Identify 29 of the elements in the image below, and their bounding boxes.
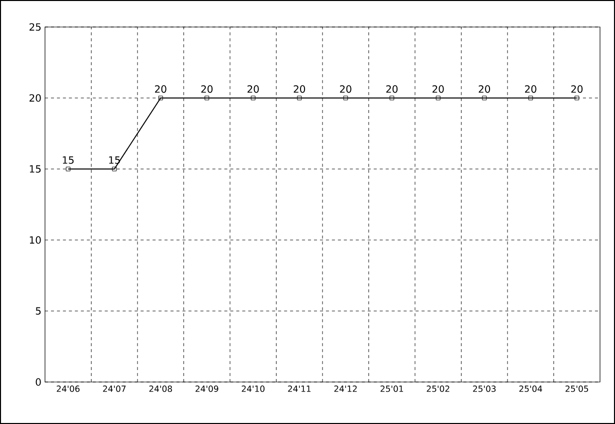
x-tick-label: 25'04 [519,386,542,392]
y-tick-label: 0 [36,378,41,386]
x-tick-label: 24'08 [149,386,172,392]
x-tick-label: 25'05 [566,386,588,392]
data-label: 20 [340,85,352,93]
x-tick-label: 25'01 [380,386,404,392]
y-tick-label: 15 [30,165,41,173]
data-label: 15 [62,156,74,164]
x-tick-label: 24'07 [103,386,126,392]
y-tick-label: 10 [30,236,41,244]
x-tick-label: 24'09 [196,386,218,392]
y-tick-label: 25 [30,23,41,31]
data-label: 20 [248,85,259,93]
y-tick-label: 20 [30,94,41,102]
x-tick-label: 24'12 [334,386,357,392]
data-label: 20 [571,85,583,93]
x-tick-label: 25'03 [473,386,496,392]
data-label: 20 [155,85,166,93]
data-label: 20 [478,85,490,93]
x-tick-label: 25'02 [426,386,450,392]
data-label: 20 [525,85,536,93]
x-tick-label: 24'10 [242,386,265,392]
data-label: 20 [201,85,213,93]
data-label: 20 [432,85,444,93]
x-tick-label: 24'06 [56,386,80,392]
data-label: 20 [294,85,306,93]
data-label: 20 [386,85,398,93]
x-tick-label: 24'11 [288,386,311,392]
y-tick-label: 5 [36,307,41,315]
